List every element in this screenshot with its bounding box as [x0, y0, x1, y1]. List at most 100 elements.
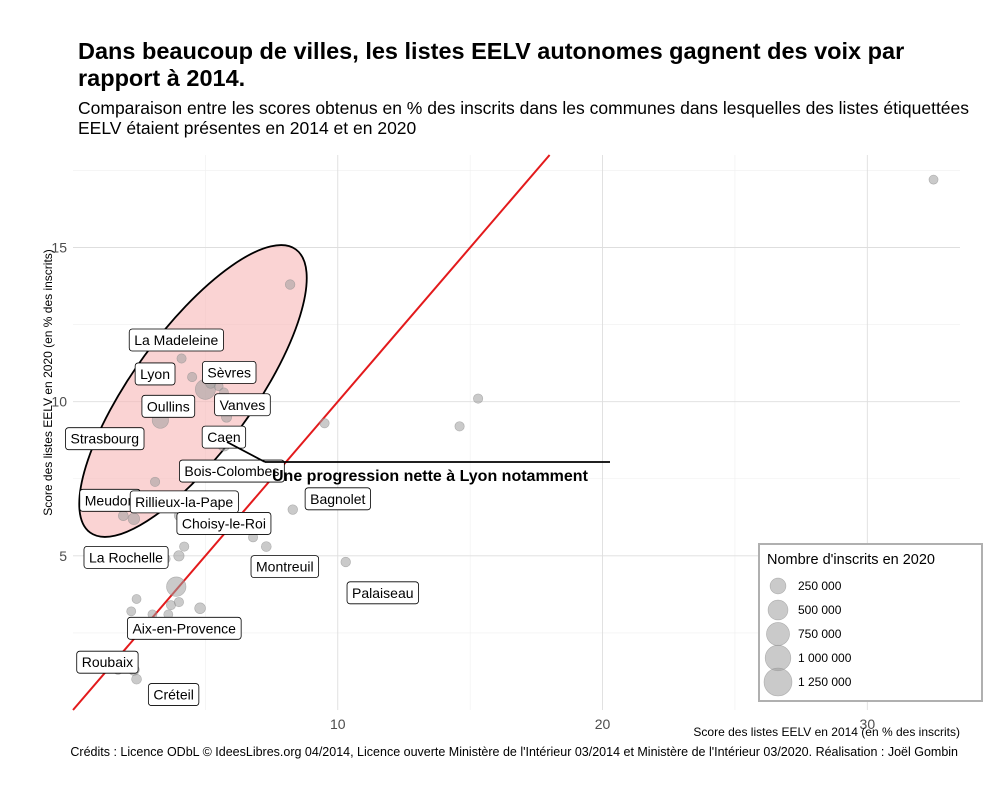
point-label-text: Roubaix	[82, 654, 133, 670]
legend-item: 1 000 000	[764, 644, 852, 672]
point-label: Caen	[201, 425, 247, 449]
data-point	[173, 550, 185, 562]
point-label: Lyon	[134, 362, 176, 386]
y-axis-title: Score des listes EELV en 2020 (en % des …	[41, 249, 55, 516]
point-label-box	[141, 394, 196, 418]
size-legend: Nombre d'inscrits en 2020 250 000 500 000…	[758, 543, 983, 702]
point-label-box	[128, 328, 224, 352]
data-point	[118, 510, 129, 522]
y-tick-label: 10	[51, 394, 67, 410]
point-label-text: Lyon	[140, 366, 170, 382]
data-point	[287, 504, 298, 515]
point-label: Rillieux-la-Pape	[129, 490, 239, 514]
x-axis-title: Score des listes EELV en 2014 (en % des …	[693, 725, 960, 739]
point-label: La Rochelle	[83, 545, 169, 569]
data-point	[340, 556, 351, 568]
point-label-text: Créteil	[153, 687, 193, 703]
point-label-box	[147, 683, 200, 706]
chart-title: Dans beaucoup de villes, les listes EELV…	[78, 38, 905, 91]
point-label: Roubaix	[76, 650, 139, 674]
point-label-box	[176, 512, 272, 535]
legend-label: 500 000	[798, 603, 842, 617]
x-tick-label: 20	[595, 716, 611, 732]
legend-label: 250 000	[798, 579, 842, 593]
point-label: Choisy-le-Roi	[176, 512, 272, 535]
legend-item: 500 000	[767, 599, 842, 621]
point-label-box	[214, 393, 271, 417]
x-tick-label: 10	[330, 716, 346, 732]
point-label-text: Montreuil	[256, 559, 314, 575]
point-label-box	[201, 425, 247, 449]
point-label-box	[346, 581, 419, 605]
annotation: Une progression nette à Lyon notamment	[226, 441, 610, 485]
legend-box	[758, 543, 983, 702]
data-point	[261, 541, 272, 552]
data-point	[194, 602, 206, 614]
point-label-text: Choisy-le-Roi	[182, 515, 266, 531]
point-label-text: Bois-Colombes	[184, 463, 279, 479]
point-label: Strasbourg	[65, 427, 145, 451]
point-label-box	[250, 555, 320, 579]
point-label-box	[178, 459, 285, 483]
data-point	[166, 576, 187, 597]
point-label-text: Oullins	[147, 398, 190, 414]
data-point	[284, 279, 296, 290]
point-label-text: La Madeleine	[134, 332, 218, 348]
point-label: Meudon	[79, 488, 141, 512]
point-label: Palaiseau	[346, 581, 419, 605]
data-point	[319, 418, 330, 429]
point-label-box	[83, 545, 169, 569]
axis-ticks: 10 20 30 5 10 15	[51, 240, 875, 733]
point-label-text: Aix-en-Provence	[132, 620, 236, 636]
x-tick-label: 30	[860, 716, 876, 732]
point-label-text: Palaiseau	[352, 585, 414, 601]
legend-item: 1 250 000	[763, 667, 852, 697]
point-label: Sèvres	[202, 360, 257, 384]
caption: Crédits : Licence ODbL © IdeesLibres.org…	[70, 745, 958, 759]
legend-label: 750 000	[798, 627, 842, 641]
legend-key	[763, 667, 793, 697]
legend-key	[769, 577, 787, 595]
data-point	[131, 673, 142, 685]
data-point	[179, 541, 190, 552]
annotation-leader	[226, 441, 266, 463]
data-point	[127, 512, 140, 525]
point-label-text: Meudon	[85, 492, 136, 508]
point-label-box	[65, 427, 145, 451]
legend-label: 1 250 000	[798, 675, 852, 689]
y-tick-label: 15	[51, 240, 67, 256]
data-point	[473, 393, 484, 404]
point-label-text: Rillieux-la-Pape	[135, 494, 233, 510]
point-label: Bois-Colombes	[178, 459, 285, 483]
point-label: Créteil	[147, 683, 200, 706]
legend-key	[766, 622, 790, 646]
point-label: Oullins	[141, 394, 196, 418]
annotation-text: Une progression nette à Lyon notamment	[272, 468, 589, 485]
legend-key	[764, 644, 792, 672]
legend-items: 250 000 500 000 750 000 1 000 000 1 250 000	[763, 577, 852, 697]
data-point	[187, 371, 198, 383]
point-label-text: Sèvres	[207, 364, 251, 380]
point-label-box	[127, 616, 242, 640]
data-point	[173, 597, 184, 608]
data-point	[454, 421, 465, 432]
y-tick-label: 5	[59, 548, 67, 564]
legend-item: 250 000	[769, 577, 842, 595]
legend-title: Nombre d'inscrits en 2020	[767, 552, 935, 568]
point-label-box	[76, 650, 139, 674]
point-label-text: Strasbourg	[71, 431, 139, 447]
legend-key	[767, 599, 789, 621]
point-label: Bagnolet	[304, 487, 371, 511]
point-label-text: Vanves	[220, 397, 266, 413]
point-label-text: Bagnolet	[310, 491, 365, 507]
point-label: Vanves	[214, 393, 271, 417]
point-labels: La Madeleine Lyon Sèvres Oullins Vanves Stras…	[65, 328, 419, 706]
point-label-box	[304, 487, 371, 511]
point-label-box	[134, 362, 176, 386]
point-label-box	[202, 360, 257, 384]
point-label-text: La Rochelle	[89, 549, 163, 565]
data-point	[150, 476, 161, 487]
point-label: Aix-en-Provence	[127, 616, 242, 640]
legend-item: 750 000	[766, 622, 842, 646]
